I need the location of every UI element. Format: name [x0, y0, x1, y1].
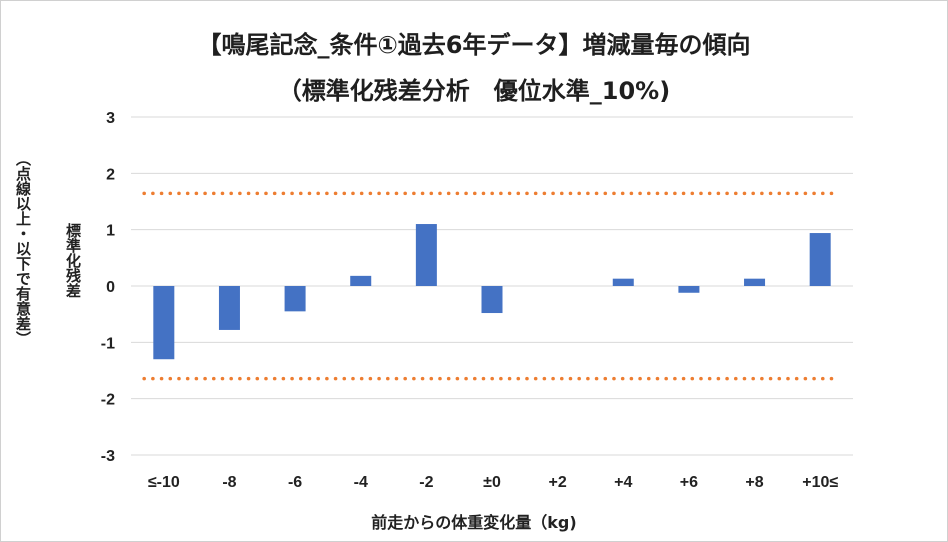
x-tick-label: -4 [354, 474, 368, 491]
x-tick-label: -6 [288, 474, 302, 491]
x-tick-label: +8 [745, 474, 763, 491]
bar [481, 286, 503, 314]
chart-title: 【鳴尾記念_条件①過去6年データ】増減量毎の傾向 [197, 31, 751, 59]
bar [809, 233, 831, 286]
bar [153, 286, 175, 360]
x-tick-label: -8 [222, 474, 236, 491]
bar [678, 286, 700, 293]
y-axis-note: （点線以上・以下で有意差） [14, 151, 32, 346]
y-tick-label: -3 [101, 448, 115, 465]
bar [612, 278, 634, 286]
bar [350, 275, 372, 286]
bar [415, 224, 437, 286]
y-tick-label: 1 [106, 223, 115, 240]
y-axis-label: 標準化残差 [64, 223, 82, 298]
y-tick-label: -2 [101, 392, 115, 409]
bar [218, 286, 240, 330]
x-tick-label: ±0 [483, 474, 501, 491]
x-tick-label: -2 [419, 474, 433, 491]
y-tick-label: 2 [106, 166, 115, 183]
x-tick-label: ≤-10 [148, 474, 180, 491]
x-tick-label: +10≤ [802, 474, 838, 491]
x-tick-label: +6 [680, 474, 698, 491]
x-tick-label: +4 [614, 474, 632, 491]
y-tick-label: 0 [106, 279, 115, 296]
y-tick-label: -1 [101, 335, 115, 352]
bar [744, 278, 766, 286]
y-tick-label: 3 [106, 110, 115, 127]
x-tick-label: +2 [549, 474, 567, 491]
bar [284, 286, 306, 312]
chart-subtitle: （標準化残差分析 優位水準_10%) [277, 77, 671, 105]
x-axis-label: 前走からの体重変化量（kg) [371, 513, 577, 532]
